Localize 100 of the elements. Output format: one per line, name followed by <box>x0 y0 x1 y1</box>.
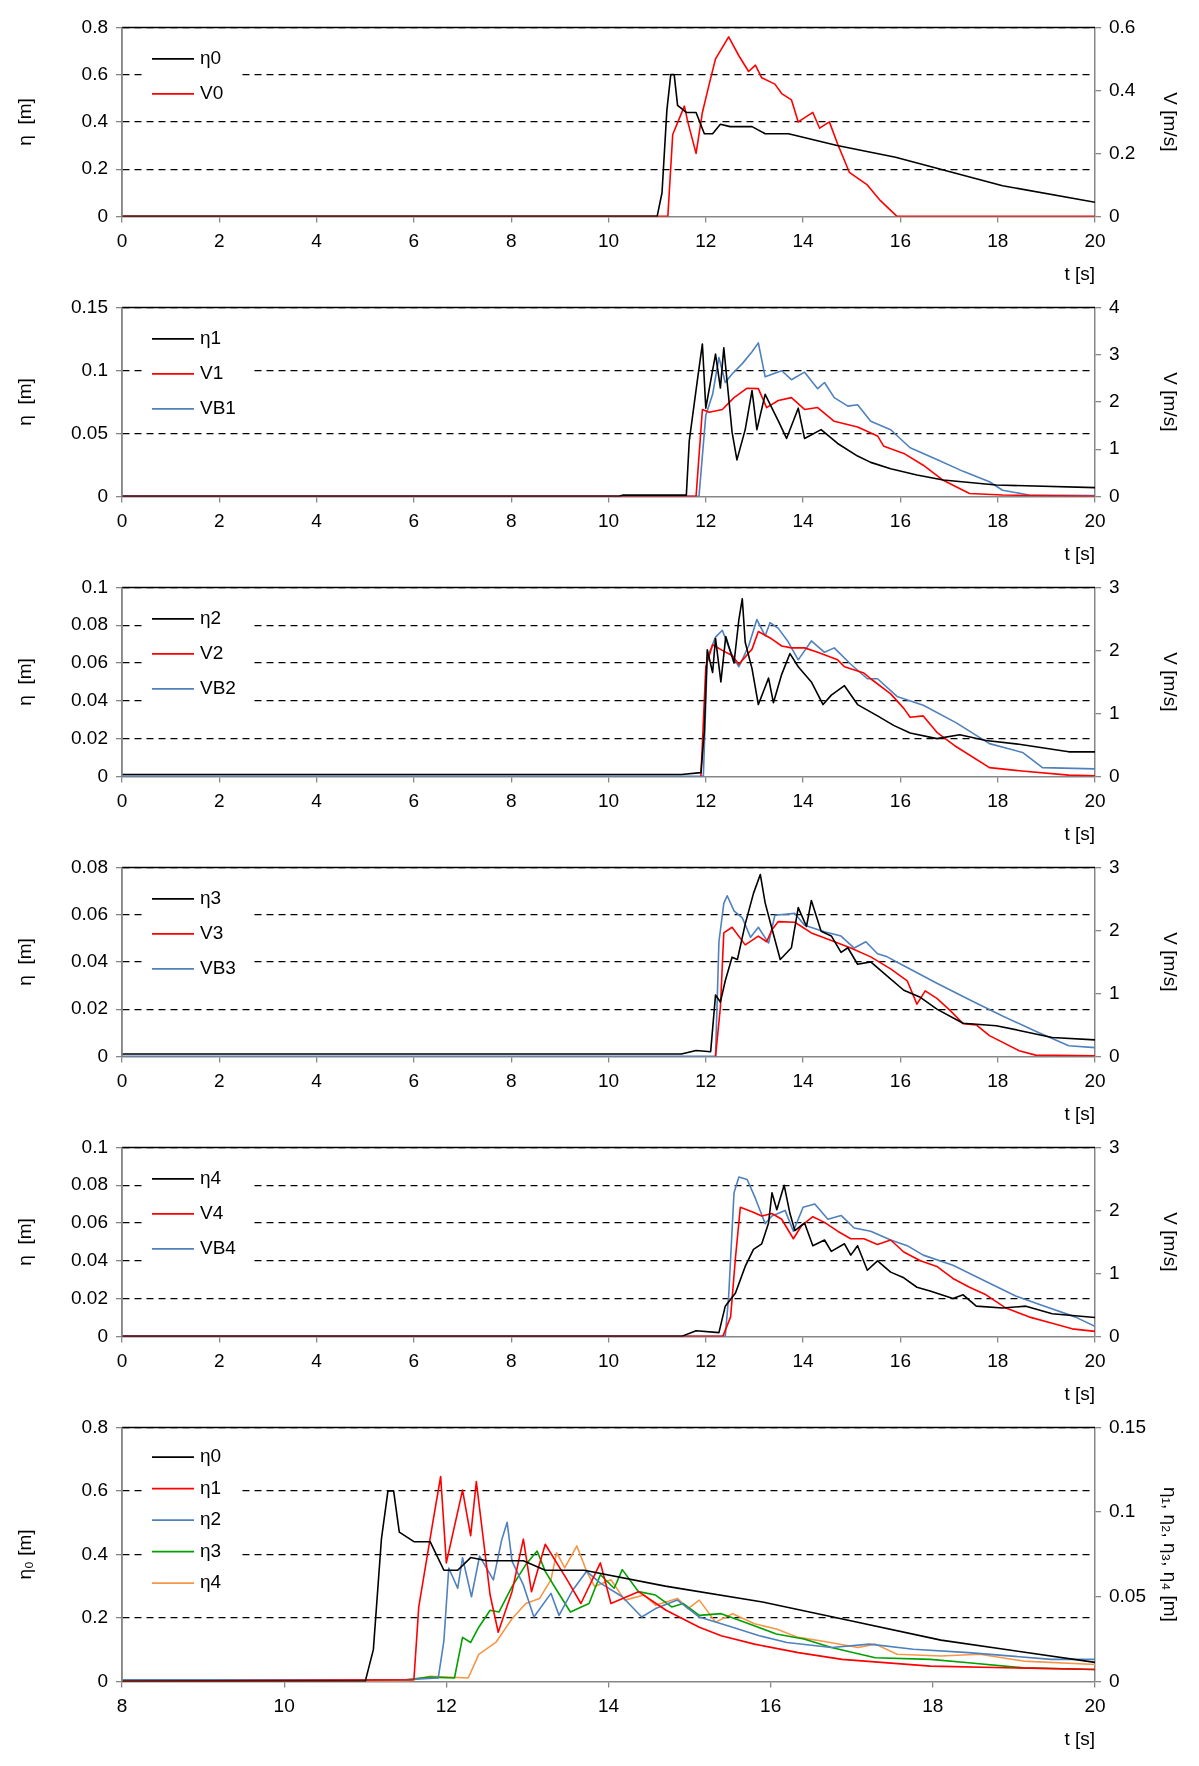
x-tick-label: 8 <box>505 510 517 532</box>
x-tick-label: 18 <box>922 1695 944 1717</box>
y2-tick-label: 2 <box>1109 918 1120 940</box>
legend-label: η1 <box>200 327 222 349</box>
y-tick-label: 0.4 <box>81 110 109 132</box>
x-tick-label: 2 <box>214 790 225 812</box>
y-tick-label: 0.06 <box>71 902 108 924</box>
y2-axis-title: V [m/s] <box>1160 1212 1182 1272</box>
y-tick-label: 0.8 <box>81 1415 108 1437</box>
x-tick-label: 20 <box>1084 1070 1106 1092</box>
legend-label: V1 <box>200 362 224 384</box>
x-tick-label: 14 <box>792 1070 815 1092</box>
x-tick-label: 6 <box>408 510 420 532</box>
legend-label: VB3 <box>200 957 236 979</box>
x-tick-label: 0 <box>116 1070 128 1092</box>
x-tick-label: 10 <box>597 230 620 252</box>
y-tick-label: 0.02 <box>71 997 108 1019</box>
x-tick-label: 6 <box>408 230 420 252</box>
y2-tick-label: 2 <box>1109 1198 1120 1220</box>
y-tick-label: 0 <box>97 1044 108 1066</box>
x-tick-label: 4 <box>311 1070 323 1092</box>
x-tick-label: 0 <box>116 790 128 812</box>
x-tick-label: 4 <box>311 230 323 252</box>
x-tick-label: 14 <box>597 1695 620 1717</box>
y-tick-label: 0 <box>97 764 108 786</box>
y2-axis-title: V [m/s] <box>1160 932 1182 992</box>
x-tick-label: 2 <box>214 1070 225 1092</box>
legend-label: η4 <box>200 1571 222 1593</box>
y2-axis-title: V [m/s] <box>1160 652 1182 712</box>
x-tick-label: 20 <box>1084 1350 1106 1372</box>
legend-label: VB4 <box>200 1237 237 1259</box>
y2-tick-label: 3 <box>1109 1135 1120 1157</box>
x-axis-title: t [s] <box>1064 1382 1095 1404</box>
x-tick-label: 10 <box>273 1695 295 1717</box>
y2-tick-label: 2 <box>1109 638 1120 660</box>
x-tick-label: 0 <box>116 1350 128 1372</box>
x-tick-label: 2 <box>214 510 225 532</box>
x-tick-label: 0 <box>116 230 128 252</box>
x-tick-label: 16 <box>889 1350 911 1372</box>
legend-label: V4 <box>200 1202 224 1224</box>
x-tick-label: 4 <box>311 510 323 532</box>
x-tick-label: 16 <box>889 790 911 812</box>
x-tick-label: 14 <box>792 790 815 812</box>
x-tick-label: 10 <box>597 510 620 532</box>
legend-label: η0 <box>200 47 222 69</box>
x-axis-title: t [s] <box>1064 262 1095 284</box>
y-tick-label: 0.06 <box>71 651 108 673</box>
x-tick-label: 16 <box>889 510 911 532</box>
legend-label: V0 <box>200 82 224 104</box>
y2-tick-label: 0.4 <box>1109 78 1136 100</box>
y2-tick-label: 4 <box>1109 295 1120 317</box>
y-axis-title: η [m] <box>13 938 35 986</box>
x-tick-label: 18 <box>987 1070 1009 1092</box>
x-tick-label: 8 <box>116 1695 128 1717</box>
x-tick-label: 4 <box>311 1350 323 1372</box>
x-tick-label: 2 <box>214 1350 225 1372</box>
legend-label: η2 <box>200 1508 222 1530</box>
y2-axis-title: V [m/s] <box>1160 372 1182 432</box>
y2-tick-label: 0 <box>1109 484 1120 506</box>
x-tick-label: 18 <box>987 790 1009 812</box>
legend-label: η0 <box>200 1445 222 1467</box>
x-tick-label: 14 <box>792 230 815 252</box>
x-tick-label: 18 <box>987 1350 1009 1372</box>
y-tick-label: 0.15 <box>71 295 108 317</box>
x-tick-label: 14 <box>792 1350 815 1372</box>
y-tick-label: 0.2 <box>81 157 108 179</box>
y-tick-label: 0.6 <box>81 1479 108 1501</box>
y-tick-label: 0.02 <box>71 726 108 748</box>
y2-tick-label: 0.2 <box>1109 141 1136 163</box>
x-tick-label: 6 <box>408 1070 420 1092</box>
y-axis-title: η₀ [m] <box>13 1529 35 1580</box>
x-tick-label: 12 <box>695 230 717 252</box>
x-tick-label: 20 <box>1084 790 1106 812</box>
x-tick-label: 12 <box>435 1695 457 1717</box>
x-tick-label: 10 <box>597 1070 620 1092</box>
y2-tick-label: 0 <box>1109 1044 1120 1066</box>
y-tick-label: 0.1 <box>81 1135 108 1157</box>
legend-label: V3 <box>200 922 224 944</box>
x-tick-label: 20 <box>1084 230 1106 252</box>
y2-tick-label: 3 <box>1109 855 1120 877</box>
y-tick-label: 0.04 <box>71 950 109 972</box>
x-tick-label: 6 <box>408 1350 420 1372</box>
y2-tick-label: 1 <box>1109 437 1120 459</box>
y2-tick-label: 1 <box>1109 1261 1120 1283</box>
x-axis-title: t [s] <box>1064 822 1095 844</box>
x-tick-label: 6 <box>408 790 420 812</box>
y-axis-title: η [m] <box>13 658 35 706</box>
legend-label: V2 <box>200 642 224 664</box>
y-tick-label: 0.08 <box>71 613 108 635</box>
x-tick-label: 20 <box>1084 1695 1106 1717</box>
x-tick-label: 4 <box>311 790 323 812</box>
y2-axis-title: V [m/s] <box>1160 92 1182 152</box>
y-axis-title: η [m] <box>13 1218 35 1266</box>
x-axis-title: t [s] <box>1064 542 1095 564</box>
y2-tick-label: 0.15 <box>1109 1415 1146 1437</box>
y-tick-label: 0.1 <box>81 358 108 380</box>
y2-tick-label: 1 <box>1109 981 1120 1003</box>
y2-tick-label: 0 <box>1109 1669 1120 1691</box>
y2-tick-label: 0 <box>1109 1324 1120 1346</box>
x-tick-label: 2 <box>214 230 225 252</box>
